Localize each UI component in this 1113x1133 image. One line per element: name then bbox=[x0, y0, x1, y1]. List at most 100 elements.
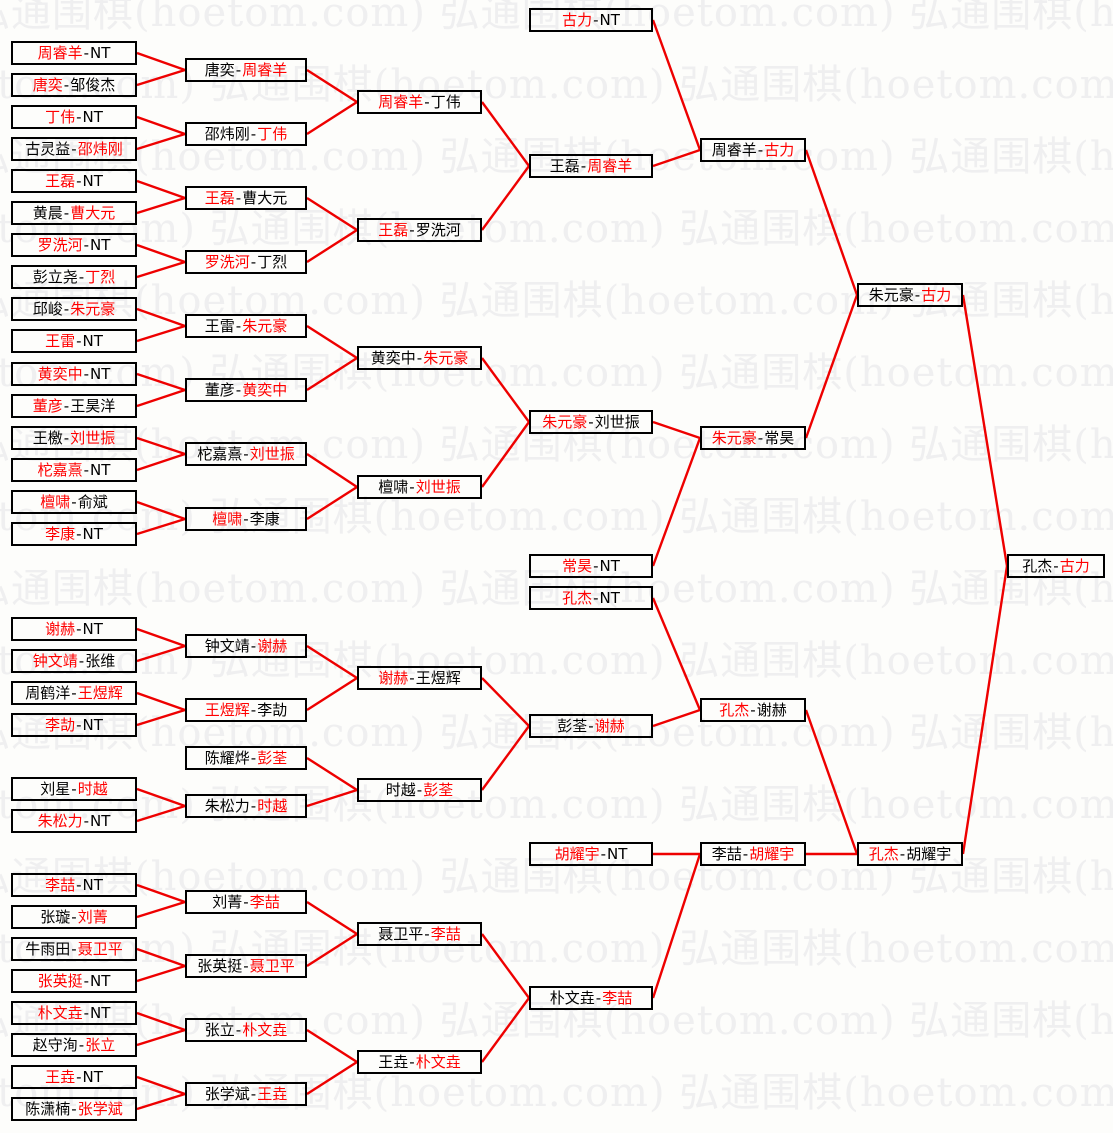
match-box[interactable]: 彭立尧 - 丁烈 bbox=[11, 265, 137, 289]
match-box[interactable]: 檀啸 - 俞斌 bbox=[11, 490, 137, 514]
match-box[interactable]: 朱元豪 - 常昊 bbox=[700, 426, 806, 450]
match-box[interactable]: 张英挺 - NT bbox=[11, 969, 137, 993]
bracket-connector bbox=[306, 1028, 358, 1064]
match-box[interactable]: 陈潇楠 - 张学斌 bbox=[11, 1097, 137, 1121]
bracket-connector bbox=[136, 883, 186, 904]
player-right: NT bbox=[82, 875, 103, 894]
match-box[interactable]: 孔杰 - 古力 bbox=[1007, 554, 1105, 578]
match-box[interactable]: 古灵益 - 邵炜刚 bbox=[11, 137, 137, 161]
match-box[interactable]: 谢赫 - NT bbox=[11, 617, 137, 641]
match-box[interactable]: 周睿羊 - NT bbox=[11, 41, 137, 65]
name-separator: - bbox=[757, 140, 764, 159]
match-box[interactable]: 常昊 - NT bbox=[529, 554, 653, 578]
match-box[interactable]: 张立 - 朴文垚 bbox=[185, 1018, 307, 1042]
match-box[interactable]: 黄奕中 - 朱元豪 bbox=[357, 346, 482, 370]
match-box[interactable]: 张璇 - 刘菁 bbox=[11, 905, 137, 929]
match-box[interactable]: 王煜辉 - 李劼 bbox=[185, 698, 307, 722]
match-box[interactable]: 彭荃 - 谢赫 bbox=[529, 714, 653, 738]
match-box[interactable]: 王垚 - 朴文垚 bbox=[357, 1050, 482, 1074]
player-right: 谢赫 bbox=[594, 716, 625, 735]
watermark-text: 弘通围棋(hoetom.com) 弘通围棋(hoetom.com) 弘通围棋(h… bbox=[0, 926, 1113, 972]
player-right: NT bbox=[82, 524, 103, 543]
match-box[interactable]: 柁嘉熹 - NT bbox=[11, 458, 137, 482]
match-box[interactable]: 李喆 - 胡耀宇 bbox=[700, 842, 806, 866]
match-box[interactable]: 王磊 - 曹大元 bbox=[185, 186, 307, 210]
player-left: 钟文靖 bbox=[204, 636, 250, 655]
match-box[interactable]: 王垚 - NT bbox=[11, 1065, 137, 1089]
match-box[interactable]: 朴文垚 - 李喆 bbox=[529, 986, 653, 1010]
match-box[interactable]: 牛雨田 - 聂卫平 bbox=[11, 937, 137, 961]
player-left: 谢赫 bbox=[45, 619, 76, 638]
player-right: 聂卫平 bbox=[77, 939, 123, 958]
match-box[interactable]: 王雷 - 朱元豪 bbox=[185, 314, 307, 338]
match-box[interactable]: 董彦 - 黄奕中 bbox=[185, 378, 307, 402]
match-box[interactable]: 王磊 - 周睿羊 bbox=[529, 154, 653, 178]
bracket-connector bbox=[136, 436, 186, 456]
bracket-connector bbox=[136, 115, 186, 136]
player-right: 丁烈 bbox=[85, 267, 116, 286]
match-box[interactable]: 赵守洵 - 张立 bbox=[11, 1033, 137, 1057]
match-box[interactable]: 李劼 - NT bbox=[11, 713, 137, 737]
match-box[interactable]: 丁伟 - NT bbox=[11, 105, 137, 129]
match-box[interactable]: 张学斌 - 王垚 bbox=[185, 1082, 307, 1106]
match-box[interactable]: 聂卫平 - 李喆 bbox=[357, 922, 482, 946]
bracket-connector bbox=[136, 500, 186, 521]
match-box[interactable]: 唐奕 - 周睿羊 bbox=[185, 58, 307, 82]
match-box[interactable]: 李康 - NT bbox=[11, 522, 137, 546]
match-box[interactable]: 钟文靖 - 谢赫 bbox=[185, 634, 307, 658]
match-box[interactable]: 董彦 - 王昊洋 bbox=[11, 394, 137, 418]
player-right: NT bbox=[90, 43, 111, 62]
match-box[interactable]: 李喆 - NT bbox=[11, 873, 137, 897]
match-box[interactable]: 罗洗河 - 丁烈 bbox=[185, 250, 307, 274]
match-box[interactable]: 王磊 - 罗洗河 bbox=[357, 218, 482, 242]
match-box[interactable]: 王雷 - NT bbox=[11, 329, 137, 353]
match-box[interactable]: 黄奕中 - NT bbox=[11, 362, 137, 386]
match-box[interactable]: 柁嘉熹 - 刘世振 bbox=[185, 442, 307, 466]
player-left: 朴文垚 bbox=[37, 1003, 83, 1022]
name-separator: - bbox=[742, 844, 749, 863]
match-box[interactable]: 胡耀宇 - NT bbox=[529, 842, 653, 866]
match-box[interactable]: 朱松力 - 时越 bbox=[185, 794, 307, 818]
player-right: 时越 bbox=[77, 779, 108, 798]
match-box[interactable]: 孔杰 - 谢赫 bbox=[700, 698, 806, 722]
match-box[interactable]: 周鹤洋 - 王煜辉 bbox=[11, 681, 137, 705]
player-left: 刘星 bbox=[40, 779, 71, 798]
player-right: 常昊 bbox=[764, 428, 795, 447]
match-box[interactable]: 张英挺 - 聂卫平 bbox=[185, 954, 307, 978]
match-box[interactable]: 王磊 - NT bbox=[11, 169, 137, 193]
match-box[interactable]: 朱元豪 - 古力 bbox=[857, 283, 963, 307]
match-box[interactable]: 周睿羊 - 丁伟 bbox=[357, 90, 482, 114]
match-box[interactable]: 朴文垚 - NT bbox=[11, 1001, 137, 1025]
match-box[interactable]: 罗洗河 - NT bbox=[11, 233, 137, 257]
match-box[interactable]: 孔杰 - NT bbox=[529, 586, 653, 610]
match-box[interactable]: 朱松力 - NT bbox=[11, 809, 137, 833]
match-box[interactable]: 王檄 - 刘世振 bbox=[11, 426, 137, 450]
match-box[interactable]: 邱峻 - 朱元豪 bbox=[11, 297, 137, 321]
match-box[interactable]: 谢赫 - 王煜辉 bbox=[357, 666, 482, 690]
player-right: 古力 bbox=[921, 285, 952, 304]
bracket-connector bbox=[136, 1075, 186, 1096]
match-box[interactable]: 刘星 - 时越 bbox=[11, 777, 137, 801]
player-left: 檀啸 bbox=[40, 492, 71, 511]
player-left: 唐奕 bbox=[204, 60, 235, 79]
match-box[interactable]: 檀啸 - 刘世振 bbox=[357, 475, 482, 499]
bracket-connector bbox=[804, 709, 859, 855]
match-box[interactable]: 朱元豪 - 刘世振 bbox=[529, 410, 653, 434]
match-box[interactable]: 陈耀烨 - 彭荃 bbox=[185, 746, 307, 770]
player-right: 黄奕中 bbox=[242, 380, 288, 399]
match-box[interactable]: 刘菁 - 李喆 bbox=[185, 890, 307, 914]
match-box[interactable]: 黄晨 - 曹大元 bbox=[11, 201, 137, 225]
match-box[interactable]: 唐奕 - 邹俊杰 bbox=[11, 73, 137, 97]
match-box[interactable]: 檀啸 - 李康 bbox=[185, 507, 307, 531]
match-box[interactable]: 邵炜刚 - 丁伟 bbox=[185, 122, 307, 146]
bracket-connector bbox=[481, 933, 530, 999]
match-box[interactable]: 钟文靖 - 张维 bbox=[11, 649, 137, 673]
match-box[interactable]: 古力 - NT bbox=[529, 8, 653, 32]
player-left: 刘菁 bbox=[212, 892, 243, 911]
name-separator: - bbox=[588, 412, 594, 431]
name-separator: - bbox=[250, 796, 257, 815]
bracket-connector bbox=[651, 597, 702, 711]
match-box[interactable]: 孔杰 - 胡耀宇 bbox=[857, 842, 963, 866]
match-box[interactable]: 时越 - 彭荃 bbox=[357, 778, 482, 802]
match-box[interactable]: 周睿羊 - 古力 bbox=[700, 138, 806, 162]
